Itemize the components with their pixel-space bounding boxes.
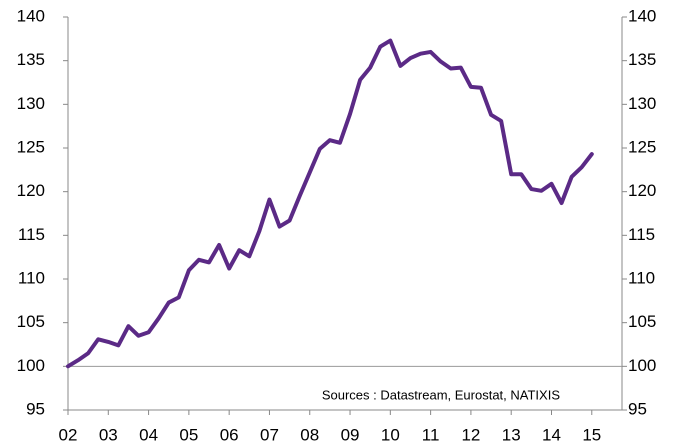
y2-tick-label: 140 — [628, 6, 656, 25]
y2-tick-label: 125 — [628, 137, 656, 156]
y-tick-label: 115 — [18, 225, 45, 244]
source-note: Sources : Datastream, Eurostat, NATIXIS — [322, 387, 561, 402]
x-tick-label: 12 — [461, 425, 480, 444]
x-tick-label: 04 — [139, 425, 158, 444]
y2-tick-label: 130 — [628, 94, 656, 113]
y2-tick-label: 105 — [628, 312, 656, 331]
y2-tick-label: 115 — [628, 225, 655, 244]
x-tick-label: 03 — [99, 425, 118, 444]
x-tick-label: 02 — [59, 425, 78, 444]
y2-tick-label: 120 — [628, 181, 656, 200]
y-tick-label: 120 — [17, 181, 45, 200]
data-line — [66, 38, 594, 369]
y-tick-label: 140 — [17, 6, 45, 25]
y2-tick-label: 135 — [628, 50, 656, 69]
y-tick-label: 95 — [26, 399, 45, 418]
x-tick-label: 07 — [260, 425, 279, 444]
y-tick-label: 100 — [17, 356, 45, 375]
x-tick-label: 10 — [381, 425, 400, 444]
x-tick-label: 13 — [502, 425, 521, 444]
x-tick-label: 08 — [300, 425, 319, 444]
x-tick-label: 05 — [179, 425, 198, 444]
y2-tick-label: 100 — [628, 356, 656, 375]
x-tick-label: 06 — [220, 425, 239, 444]
y-tick-label: 130 — [17, 94, 45, 113]
y2-tick-label: 110 — [628, 268, 655, 287]
y-tick-label: 110 — [18, 268, 45, 287]
x-tick-label: 14 — [542, 425, 561, 444]
y-tick-label: 105 — [17, 312, 45, 331]
x-tick-label: 15 — [582, 425, 601, 444]
x-tick-label: 11 — [422, 425, 440, 444]
y-tick-label: 125 — [17, 137, 45, 156]
y-tick-label: 135 — [17, 50, 45, 69]
x-tick-label: 09 — [341, 425, 360, 444]
y2-tick-label: 95 — [628, 399, 647, 418]
